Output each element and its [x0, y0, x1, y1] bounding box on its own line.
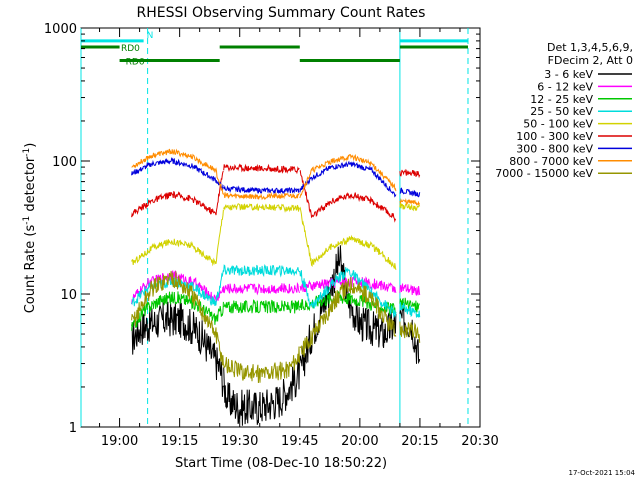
y-label-part-3: ) [23, 143, 38, 148]
y-label-sup-2: -1 [22, 148, 32, 157]
legend-label: 800 - 7000 keV [509, 155, 593, 168]
legend: Det 1,3,4,5,6,9, FDecim 2, Att 0 3 - 6 k… [495, 41, 633, 180]
flag-bars: N RD0 RD6 [81, 31, 468, 67]
y-label-part-1: Count Rate (s [23, 225, 38, 314]
legend-label: 100 - 300 keV [516, 130, 593, 143]
legend-label: 12 - 25 keV [530, 93, 593, 106]
legend-label: 6 - 12 keV [537, 80, 593, 93]
x-tick-label: 20:30 [461, 434, 498, 449]
x-axis-label: Start Time (08-Dec-10 18:50:22) [175, 456, 387, 471]
legend-label: 25 - 50 keV [530, 105, 593, 118]
y-label-sup-1: -1 [22, 216, 32, 225]
plot-area: N RD0 RD6 [80, 27, 481, 428]
series-line [131, 270, 421, 384]
series-line [131, 245, 421, 426]
flag-label: N [147, 31, 154, 41]
series-line [131, 290, 420, 331]
legend-header-1: Det 1,3,4,5,6,9, [547, 41, 633, 54]
x-tick-label: 19:15 [161, 434, 198, 449]
legend-label: 50 - 100 keV [523, 118, 593, 131]
flag-label: RD0 [121, 44, 140, 54]
series-line [131, 148, 421, 206]
y-tick-label: 100 [52, 155, 77, 170]
chart-title: RHESSI Observing Summary Count Rates [137, 5, 426, 21]
series-layer [131, 148, 421, 426]
legend-header-2: FDecim 2, Att 0 [548, 54, 633, 67]
x-tick-label: 19:45 [281, 434, 318, 449]
series-line [131, 156, 421, 198]
y-tick-label: 1000 [44, 22, 77, 37]
flag-label: RD6 [126, 57, 145, 67]
series-line [131, 163, 421, 223]
legend-label: 300 - 800 keV [516, 142, 593, 155]
y-label-part-2: detector [23, 156, 38, 216]
y-axis-label: Count Rate (s-1 detector-1) [22, 143, 38, 314]
generation-timestamp: 17-Oct-2021 15:04 [569, 469, 636, 477]
series-line [131, 269, 421, 305]
legend-label: 3 - 6 keV [544, 68, 593, 81]
x-tick-label: 19:00 [101, 434, 138, 449]
y-axis: 1 10 100 1000 [44, 22, 480, 436]
x-tick-label: 19:30 [221, 434, 258, 449]
x-tick-label: 20:00 [341, 434, 378, 449]
series-line [131, 202, 421, 270]
y-tick-label: 10 [60, 288, 77, 303]
x-tick-label: 20:15 [401, 434, 438, 449]
y-tick-label: 1 [69, 421, 77, 436]
vertical-markers [80, 28, 469, 427]
x-axis: 19:00 19:15 19:30 19:45 20:00 20:15 20:30 [99, 28, 499, 449]
legend-label: 7000 - 15000 keV [495, 167, 593, 180]
